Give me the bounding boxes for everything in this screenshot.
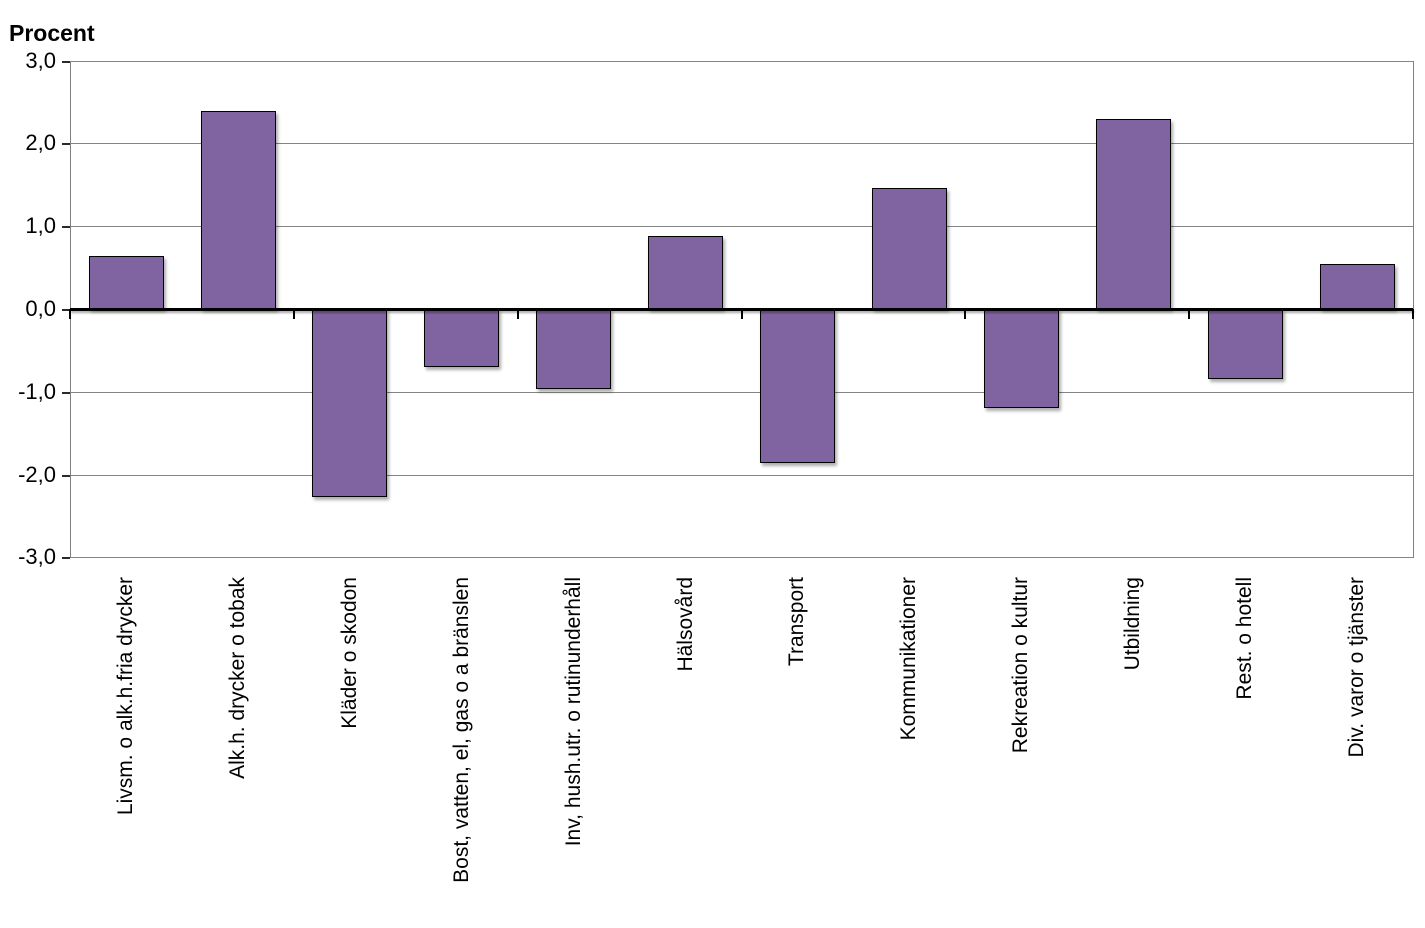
bar xyxy=(89,256,164,309)
x-axis-tick xyxy=(964,309,966,319)
bar xyxy=(424,309,499,367)
bar xyxy=(312,309,387,497)
x-category-label: Hälsovård xyxy=(674,577,697,672)
x-axis-tick xyxy=(741,309,743,319)
x-category-label: Alk.h. drycker o tobak xyxy=(226,577,249,779)
y-axis-tick xyxy=(62,557,70,559)
gridline xyxy=(70,226,1413,227)
x-category-label: Livsm. o alk.h.fria drycker xyxy=(114,577,137,816)
y-axis-tick xyxy=(62,309,70,311)
y-axis-tick xyxy=(62,143,70,145)
x-axis-tick xyxy=(1188,309,1190,319)
x-category-label: Kommunikationer xyxy=(897,577,920,741)
y-tick-label: 0,0 xyxy=(25,296,56,321)
gridline xyxy=(70,475,1413,476)
x-axis-tick xyxy=(1412,309,1414,319)
y-tick-label: -1,0 xyxy=(18,379,56,404)
gridline xyxy=(70,557,1413,558)
bar xyxy=(1208,309,1283,379)
x-category-label: Rekreation o kultur xyxy=(1009,577,1032,754)
x-category-label: Bost, vatten, el, gas o a bränslen xyxy=(450,577,473,883)
bar xyxy=(760,309,835,463)
x-axis-tick xyxy=(517,309,519,319)
x-category-label: Div. varor o tjänster xyxy=(1345,577,1368,758)
gridline xyxy=(70,392,1413,393)
bar xyxy=(984,309,1059,408)
y-axis-title: Procent xyxy=(9,20,95,46)
bar xyxy=(872,188,947,309)
x-category-label: Rest. o hotell xyxy=(1233,577,1256,700)
x-category-label: Utbildning xyxy=(1121,577,1144,671)
y-tick-label: -3,0 xyxy=(18,544,56,569)
x-axis-tick xyxy=(69,309,71,319)
x-axis-tick xyxy=(293,309,295,319)
x-category-label: Transport xyxy=(785,577,808,667)
x-category-label: Inv, hush.utr. o rutinunderhåll xyxy=(562,577,585,847)
y-tick-label: -2,0 xyxy=(18,462,56,487)
x-category-label: Kläder o skodon xyxy=(338,577,361,729)
y-tick-label: 2,0 xyxy=(25,130,56,155)
y-axis-tick xyxy=(62,61,70,63)
bar xyxy=(201,111,276,309)
y-tick-label: 1,0 xyxy=(25,213,56,238)
gridline xyxy=(70,61,1413,62)
y-axis-tick xyxy=(62,392,70,394)
y-axis-tick xyxy=(62,226,70,228)
y-axis-tick xyxy=(62,475,70,477)
gridline xyxy=(70,143,1413,144)
bar xyxy=(536,309,611,389)
bar xyxy=(1096,119,1171,309)
bar xyxy=(648,236,723,309)
y-tick-label: 3,0 xyxy=(25,48,56,73)
bar xyxy=(1320,264,1395,309)
